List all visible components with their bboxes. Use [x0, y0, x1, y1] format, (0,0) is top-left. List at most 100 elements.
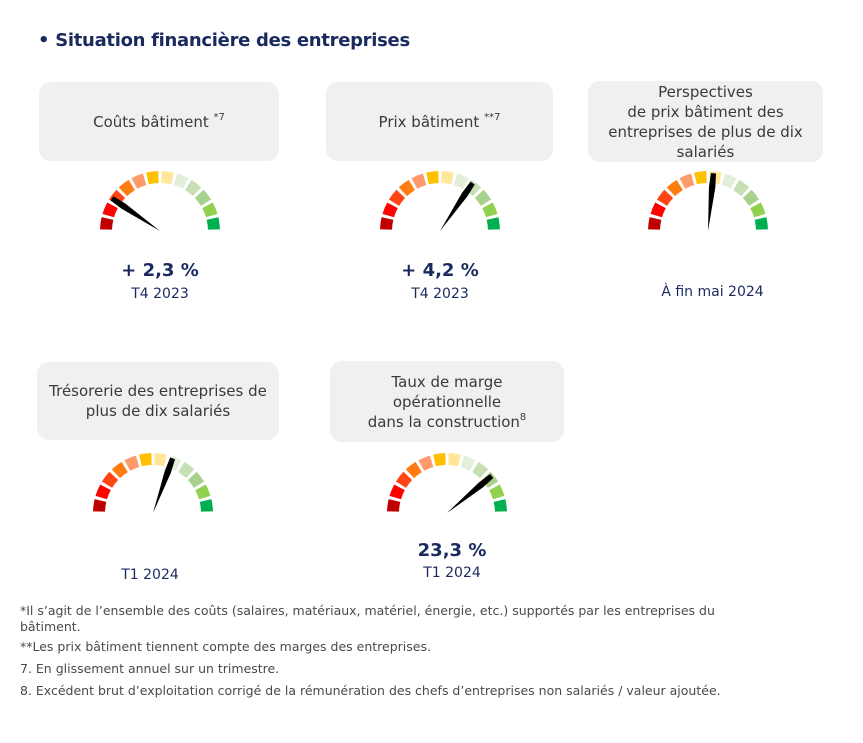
card-label-line: dans la construction	[367, 412, 520, 431]
card-footnote-ref: **7	[484, 111, 501, 123]
gauge-needle	[110, 196, 160, 231]
gauge-segment	[694, 171, 707, 185]
gauge-tresorerie	[93, 453, 213, 513]
gauge-segment	[195, 484, 211, 500]
indicator-value: + 4,2 %	[401, 260, 479, 281]
gauge-segment	[111, 461, 128, 479]
gauge-segment	[124, 455, 140, 471]
gauge-segment	[448, 453, 461, 467]
gauge-couts-batiment	[100, 171, 220, 231]
indicator-period: T4 2023	[411, 286, 469, 302]
bullet: •	[38, 30, 50, 51]
gauge-segment	[382, 202, 398, 218]
indicator-card-tresorerie: Trésorerie des entreprises de plus de di…	[37, 362, 279, 440]
gauge-segment	[398, 179, 415, 197]
gauge-segment	[650, 202, 666, 218]
gauge-needle	[440, 181, 475, 231]
gauge-segment	[474, 189, 492, 206]
gauge-segment	[102, 202, 118, 218]
gauge-segment	[489, 484, 505, 500]
gauge-segment	[154, 453, 167, 467]
card-label-line: Trésorerie des entreprises de	[49, 382, 267, 400]
gauge-segment	[389, 484, 405, 500]
gauge-segment	[118, 179, 135, 197]
gauge-segment	[486, 217, 500, 230]
section-title-text: Situation financière des entreprises	[55, 30, 410, 51]
gauge-segment	[146, 171, 159, 185]
card-label-line: opérationnelle	[392, 392, 502, 411]
indicator-period: T1 2024	[121, 567, 179, 583]
card-label-line: Perspectives	[658, 82, 753, 101]
gauge-segment	[460, 455, 476, 471]
footnote: *Il s’agit de l’ensemble des coûts (sala…	[20, 603, 715, 634]
gauge-segment	[418, 455, 434, 471]
gauge-segment	[742, 189, 760, 206]
card-label-line: plus de dix salariés	[85, 402, 231, 420]
gauge-segment	[139, 453, 152, 467]
gauge-segment	[679, 173, 695, 189]
card-label-line: entreprises de plus de dix	[608, 122, 803, 141]
gauge-segment	[100, 217, 114, 230]
gauge-segment	[101, 471, 119, 488]
gauge-segment	[453, 173, 469, 189]
gauge-segment	[733, 179, 750, 197]
gauge-segment	[472, 461, 489, 479]
indicator-card-taux-marge: Taux de marge opérationnelle dans la con…	[330, 361, 564, 442]
gauge-prix-batiment	[380, 171, 500, 231]
indicator-value: 23,3 %	[417, 540, 487, 561]
gauge-segment	[131, 173, 147, 189]
gauge-segment	[482, 202, 498, 218]
gauge-segment	[387, 499, 401, 512]
gauge-needle	[708, 173, 717, 231]
card-footnote-ref: *7	[213, 111, 225, 123]
indicator-period: T4 2023	[131, 286, 189, 302]
indicator-period: T1 2024	[423, 565, 481, 581]
gauge-segment	[656, 189, 674, 206]
gauge-segment	[395, 471, 413, 488]
indicator-period: À fin mai 2024	[661, 284, 764, 300]
gauge-segment	[405, 461, 422, 479]
indicator-card-couts-batiment: Coûts bâtiment *7	[39, 82, 279, 161]
gauge-segment	[433, 453, 446, 467]
indicator-card-perspectives-prix: Perspectives de prix bâtiment des entrep…	[588, 81, 823, 162]
card-label: Coûts bâtiment	[93, 112, 209, 131]
gauge-segment	[666, 179, 683, 197]
gauge-segment	[754, 217, 768, 230]
gauge-segment	[206, 217, 220, 230]
indicator-card-prix-batiment: Prix bâtiment **7	[326, 82, 553, 161]
card-label-line: salariés	[676, 142, 735, 161]
gauge-perspectives-prix	[648, 171, 768, 231]
gauge-segment	[648, 217, 662, 230]
card-label-line: de prix bâtiment des	[627, 102, 784, 121]
card-label: Prix bâtiment	[378, 112, 480, 131]
gauge-segment	[95, 484, 111, 500]
gauge-segment	[388, 189, 406, 206]
gauge-segment	[178, 461, 195, 479]
indicator-value: + 2,3 %	[121, 260, 199, 281]
section-title: • Situation financière des entreprises	[38, 30, 410, 51]
gauge-needle	[153, 457, 176, 513]
gauge-segment	[93, 499, 107, 512]
gauge-segment	[202, 202, 218, 218]
gauge-segment	[194, 189, 212, 206]
card-label-line: Taux de marge	[391, 372, 503, 391]
gauge-segment	[750, 202, 766, 218]
gauge-taux-marge	[387, 453, 507, 513]
gauge-segment	[441, 171, 454, 185]
gauge-segment	[161, 171, 174, 185]
footnote: 8. Excédent brut d’exploitation corrigé …	[20, 683, 721, 698]
footnotes: *Il s’agit de l’ensemble des coûts (sala…	[20, 603, 740, 705]
gauge-segment	[493, 499, 507, 512]
gauge-segment	[185, 179, 202, 197]
footnote: 7. En glissement annuel sur un trimestre…	[20, 661, 280, 676]
gauge-needle	[447, 474, 494, 513]
gauge-segment	[380, 217, 394, 230]
gauge-segment	[426, 171, 439, 185]
gauge-segment	[187, 471, 205, 488]
gauge-segment	[199, 499, 213, 512]
card-footnote-ref: 8	[519, 411, 527, 423]
gauge-segment	[173, 173, 189, 189]
gauge-segment	[411, 173, 427, 189]
gauge-segment	[721, 173, 737, 189]
footnote: **Les prix bâtiment tiennent compte des …	[20, 639, 431, 654]
